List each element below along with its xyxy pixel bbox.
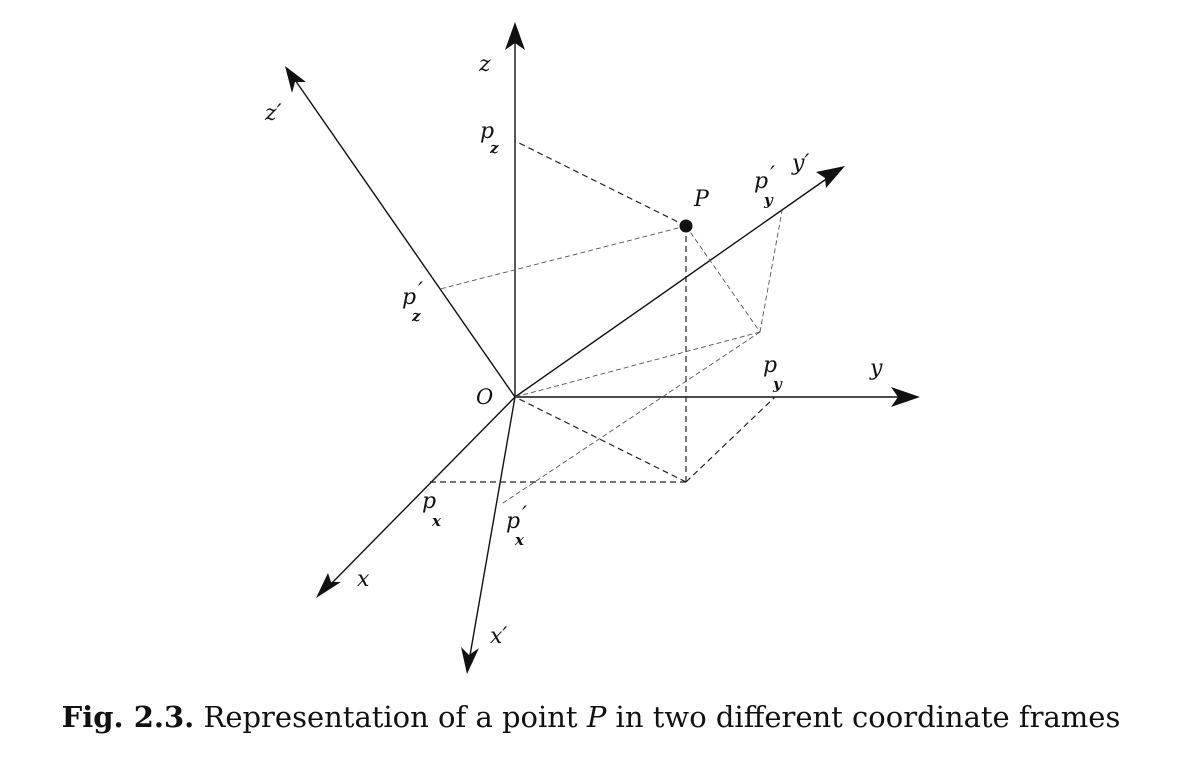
caption-text-before: Representation of a point [203,700,578,734]
svg-text:y: y [763,191,774,209]
svg-text:p: p [422,489,436,514]
x-prime-axis-label: x′ [490,624,507,649]
figure-caption: Fig. 2.3. Representation of a point P in… [0,700,1182,734]
svg-text:p: p [480,119,494,144]
y-axis [515,387,920,407]
y-prime-axis-label: y′ [791,151,809,176]
z-prime-axis-label: z′ [264,101,282,126]
svg-text:y: y [772,375,783,393]
rotated-projection-lines [439,210,783,506]
svg-text:′: ′ [418,279,423,304]
z-axis-label: z [478,52,491,77]
px-prime-label: p ′ x [506,503,527,549]
svg-text:p: p [402,285,416,310]
py-prime-label: p ′ y [754,163,775,209]
svg-text:′: ′ [770,163,775,188]
coordinate-frames-diagram: z z′ y y′ x x′ O P p z p ′ z p ′ y p y p… [264,22,920,674]
point-p-marker [679,219,693,233]
svg-text:p: p [506,509,520,534]
px-label: p x [422,489,442,530]
svg-text:z: z [489,139,499,157]
py-label: p y [763,353,783,393]
svg-text:′: ′ [522,503,527,528]
pz-label: p z [480,119,499,157]
y-prime-axis [514,166,845,398]
pz-prime-label: p ′ z [402,279,423,325]
origin-label: O [476,385,493,409]
figure-number: Fig. 2.3. [61,700,195,734]
z-axis [505,22,525,397]
svg-text:x: x [514,531,525,549]
svg-text:p: p [754,169,768,194]
caption-variable: P [586,700,607,734]
x-axis-label: x [357,567,370,592]
caption-text-after: in two different coordinate frames [615,700,1121,734]
y-axis-label: y [869,356,883,381]
primary-projection-lines [430,140,776,483]
svg-text:p: p [763,353,777,378]
point-p-label: P [693,187,710,212]
x-axis [316,396,516,598]
svg-text:x: x [431,512,442,530]
z-prime-axis [285,66,516,398]
x-prime-axis [461,396,516,674]
svg-text:z: z [411,307,421,325]
